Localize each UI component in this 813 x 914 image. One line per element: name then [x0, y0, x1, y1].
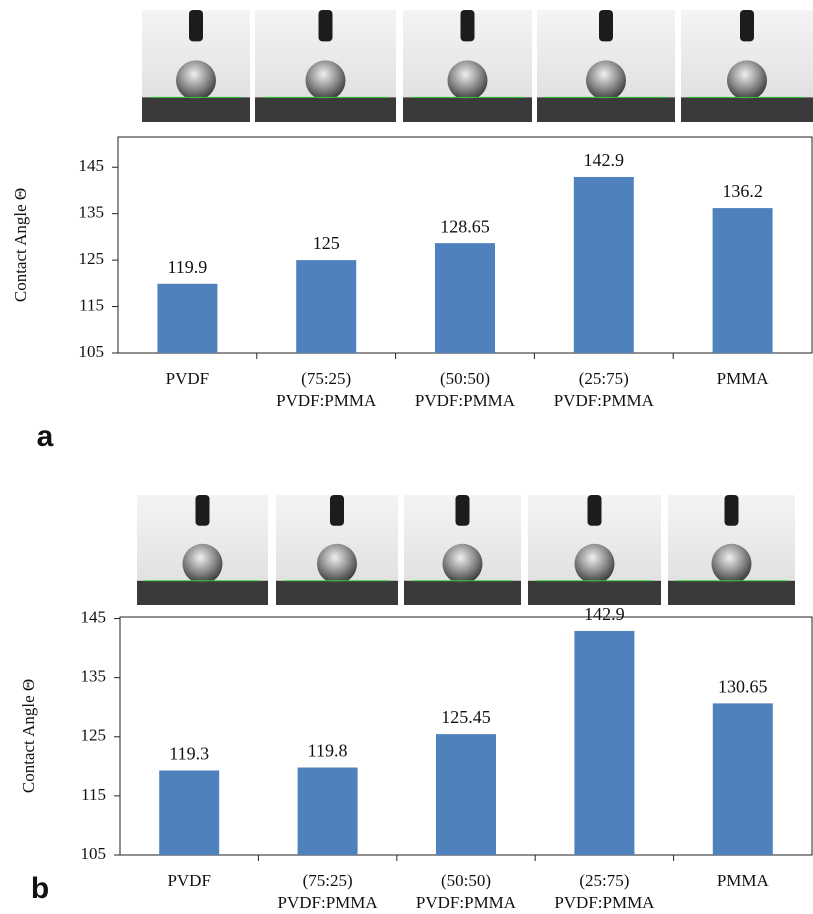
x-tick-label: PVDF:PMMA — [276, 391, 377, 410]
y-tick-label: 115 — [79, 295, 104, 314]
droplet-photo — [668, 495, 795, 605]
bar — [159, 770, 219, 855]
panel-label: b — [31, 872, 49, 905]
bar — [713, 703, 773, 855]
droplet-photo — [537, 10, 675, 122]
x-tick-label: (75:25) — [301, 369, 351, 388]
value-label: 130.65 — [718, 677, 768, 697]
x-tick-label: PVDF:PMMA — [554, 893, 655, 912]
bar — [574, 177, 634, 353]
y-tick-label: 125 — [79, 249, 105, 268]
bar — [436, 734, 496, 855]
photo-droplet — [448, 60, 488, 100]
photo-droplet — [575, 544, 615, 584]
droplet-photo — [403, 10, 532, 122]
bar — [298, 768, 358, 855]
photo-substrate — [681, 97, 813, 122]
panel-label: a — [37, 420, 54, 453]
x-tick-label: (25:75) — [579, 369, 629, 388]
photo-droplet — [443, 544, 483, 584]
photo-needle — [319, 10, 333, 41]
y-tick-label: 105 — [79, 342, 105, 361]
photo-droplet — [727, 60, 767, 100]
x-tick-label: PMMA — [717, 871, 770, 890]
photo-droplet — [183, 544, 223, 584]
bar — [157, 284, 217, 353]
x-tick-label: PMMA — [717, 369, 770, 388]
bar — [296, 260, 356, 353]
bar — [713, 208, 773, 353]
photo-substrate — [403, 97, 532, 122]
photo-needle — [196, 495, 210, 526]
y-axis-label: Contact Angle Θ — [11, 188, 30, 302]
photo-needle — [588, 495, 602, 526]
y-tick-label: 115 — [81, 785, 106, 804]
photo-substrate — [528, 581, 661, 605]
droplet-photo — [404, 495, 521, 605]
x-tick-label: PVDF:PMMA — [278, 893, 379, 912]
y-axis-label: Contact Angle Θ — [19, 679, 38, 793]
photo-needle — [740, 10, 754, 41]
value-label: 119.8 — [308, 741, 348, 761]
value-label: 136.2 — [722, 181, 763, 201]
y-tick-label: 145 — [81, 607, 107, 626]
x-tick-label: PVDF — [167, 871, 210, 890]
droplet-photo — [255, 10, 396, 122]
value-label: 128.65 — [440, 216, 490, 236]
x-tick-label: PVDF:PMMA — [554, 391, 655, 410]
x-tick-label: PVDF — [166, 369, 209, 388]
value-label: 125 — [313, 233, 340, 253]
x-tick-label: PVDF:PMMA — [415, 391, 516, 410]
droplet-photo — [137, 495, 268, 605]
y-tick-label: 145 — [79, 156, 105, 175]
photo-substrate — [142, 97, 250, 122]
photo-substrate — [255, 97, 396, 122]
value-label: 142.9 — [584, 150, 625, 170]
figure: 105 115 125 135 145 Contact Angle Θ a 119.9 PVDF… — [0, 0, 813, 914]
droplet-photo — [142, 10, 250, 122]
photo-needle — [599, 10, 613, 41]
x-tick-label: (25:75) — [579, 871, 629, 890]
y-tick-label: 105 — [81, 844, 107, 863]
photo-substrate — [137, 581, 268, 605]
x-tick-label: PVDF:PMMA — [416, 893, 517, 912]
photo-needle — [725, 495, 739, 526]
photo-droplet — [317, 544, 357, 584]
y-tick-label: 125 — [81, 726, 107, 745]
photo-needle — [461, 10, 475, 41]
photo-substrate — [668, 581, 795, 605]
droplet-photo — [528, 495, 661, 605]
y-tick-label: 135 — [81, 667, 107, 686]
photo-droplet — [586, 60, 626, 100]
droplet-photo — [276, 495, 398, 605]
value-label: 125.45 — [441, 707, 491, 727]
photo-substrate — [537, 97, 675, 122]
x-tick-label: (50:50) — [440, 369, 490, 388]
value-label: 119.3 — [169, 744, 209, 764]
x-tick-label: (75:25) — [303, 871, 353, 890]
y-tick-label: 135 — [79, 203, 105, 222]
bar — [574, 631, 634, 855]
photo-substrate — [276, 581, 398, 605]
value-label: 119.9 — [167, 257, 207, 277]
photo-droplet — [712, 544, 752, 584]
droplet-photo — [681, 10, 813, 122]
photo-substrate — [404, 581, 521, 605]
x-tick-label: (50:50) — [441, 871, 491, 890]
photo-needle — [330, 495, 344, 526]
photo-droplet — [176, 60, 216, 100]
bar — [435, 243, 495, 353]
photo-needle — [456, 495, 470, 526]
value-label: 142.9 — [584, 604, 625, 624]
photo-needle — [189, 10, 203, 41]
photo-droplet — [306, 60, 346, 100]
